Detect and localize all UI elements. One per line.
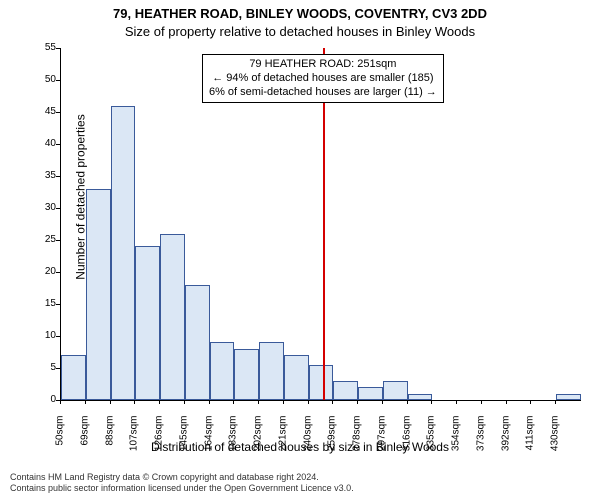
x-tick-mark xyxy=(332,400,333,404)
y-tick-label: 25 xyxy=(30,234,56,245)
y-tick-label: 35 xyxy=(30,170,56,181)
x-tick-mark xyxy=(283,400,284,404)
x-tick-mark xyxy=(110,400,111,404)
x-tick-mark xyxy=(159,400,160,404)
y-tick-label: 0 xyxy=(30,394,56,405)
x-tick-mark xyxy=(258,400,259,404)
histogram-bar xyxy=(61,355,86,400)
annotation-line1: 79 HEATHER ROAD: 251sqm xyxy=(209,58,437,72)
x-tick-mark xyxy=(382,400,383,404)
y-tick-label: 50 xyxy=(30,74,56,85)
y-tick-label: 55 xyxy=(30,42,56,53)
histogram-bar xyxy=(408,394,433,400)
x-tick-mark xyxy=(85,400,86,404)
y-tick-label: 5 xyxy=(30,362,56,373)
x-tick-mark xyxy=(233,400,234,404)
x-tick-mark xyxy=(555,400,556,404)
x-tick-mark xyxy=(431,400,432,404)
histogram-bar xyxy=(160,234,185,400)
histogram-bar xyxy=(210,342,235,400)
x-tick-mark xyxy=(456,400,457,404)
histogram-bar xyxy=(86,189,111,400)
y-tick-label: 10 xyxy=(30,330,56,341)
x-tick-mark xyxy=(60,400,61,404)
y-tick-label: 15 xyxy=(30,298,56,309)
footer-line1: Contains HM Land Registry data © Crown c… xyxy=(10,472,354,483)
footer-line2: Contains public sector information licen… xyxy=(10,483,354,494)
histogram-bar xyxy=(333,381,358,400)
histogram-bar xyxy=(259,342,284,400)
histogram-bar xyxy=(185,285,210,400)
footer-text: Contains HM Land Registry data © Crown c… xyxy=(10,472,354,495)
x-tick-mark xyxy=(481,400,482,404)
x-tick-mark xyxy=(506,400,507,404)
annotation-line3: 6% of semi-detached houses are larger (1… xyxy=(209,86,437,100)
x-tick-mark xyxy=(184,400,185,404)
histogram-bar xyxy=(111,106,136,400)
histogram-bar xyxy=(135,246,160,400)
annotation-line2: ← 94% of detached houses are smaller (18… xyxy=(209,72,437,86)
chart-title-line1: 79, HEATHER ROAD, BINLEY WOODS, COVENTRY… xyxy=(0,6,600,21)
y-tick-label: 40 xyxy=(30,138,56,149)
histogram-bar xyxy=(284,355,309,400)
x-axis-label: Distribution of detached houses by size … xyxy=(0,440,600,454)
histogram-bar xyxy=(358,387,383,400)
chart-title-line2: Size of property relative to detached ho… xyxy=(0,24,600,39)
y-tick-label: 20 xyxy=(30,266,56,277)
x-tick-mark xyxy=(209,400,210,404)
histogram-bar xyxy=(234,349,259,400)
x-tick-mark xyxy=(407,400,408,404)
annotation-box: 79 HEATHER ROAD: 251sqm ← 94% of detache… xyxy=(202,54,444,103)
histogram-bar xyxy=(383,381,408,400)
x-tick-mark xyxy=(530,400,531,404)
x-tick-mark xyxy=(357,400,358,404)
x-tick-mark xyxy=(308,400,309,404)
histogram-bar xyxy=(309,365,334,400)
y-tick-label: 30 xyxy=(30,202,56,213)
x-tick-mark xyxy=(134,400,135,404)
plot-area: 79 HEATHER ROAD: 251sqm ← 94% of detache… xyxy=(60,48,581,401)
chart-container: 79, HEATHER ROAD, BINLEY WOODS, COVENTRY… xyxy=(0,0,600,500)
histogram-bar xyxy=(556,394,581,400)
y-tick-label: 45 xyxy=(30,106,56,117)
